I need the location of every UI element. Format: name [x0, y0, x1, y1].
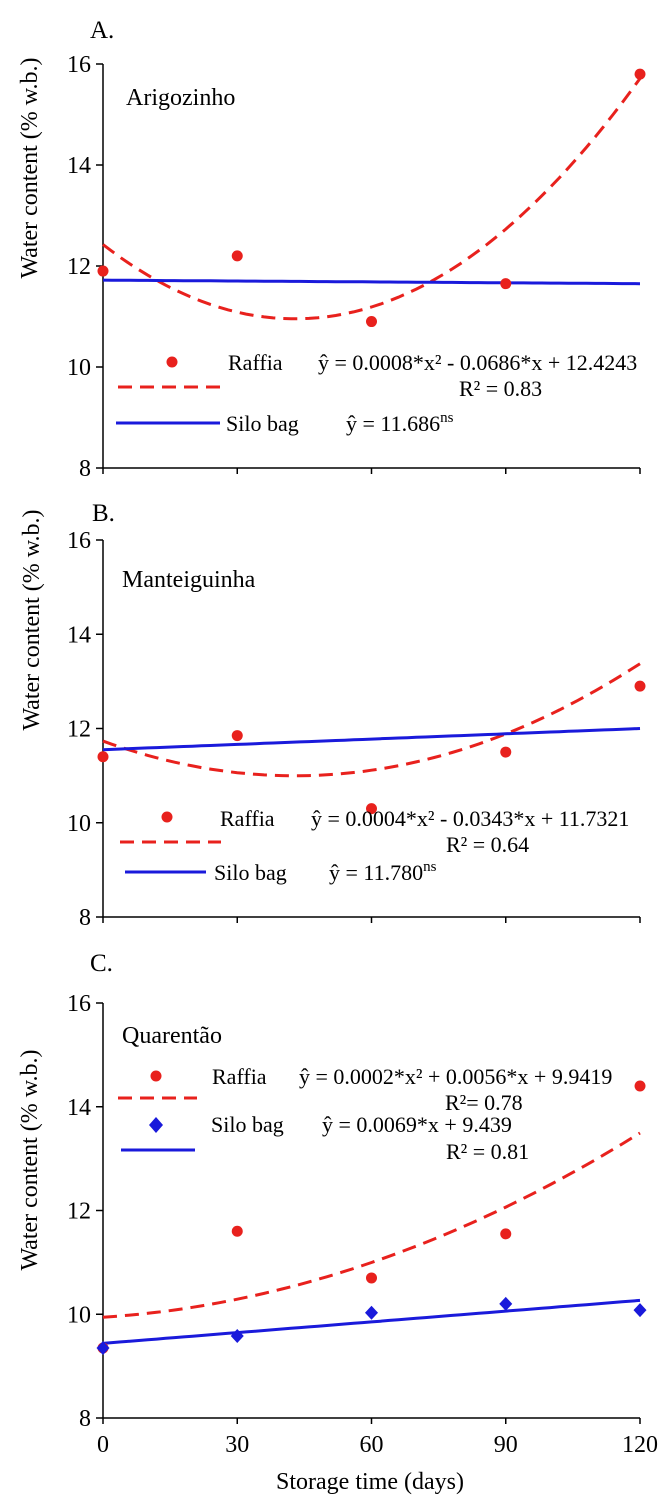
fit-lines-a — [102, 77, 642, 321]
panel-c: C. Quarentão Water content (% w.b.) 8 10 1… — [17, 950, 658, 1458]
panel-label-b: B. — [92, 500, 115, 527]
y-tick-label: 8 — [79, 1406, 91, 1432]
silo-equation-sup-b: ns — [423, 859, 437, 875]
y-tick-label: 10 — [67, 1302, 91, 1328]
legend-silo-name-c: Silo bag — [211, 1112, 284, 1137]
data-points-b — [97, 680, 646, 815]
y-tick-label: 14 — [67, 1095, 91, 1121]
raffia-data-point — [231, 730, 243, 742]
raffia-r2-b: R² = 0.64 — [446, 832, 529, 857]
fit-lines-b — [102, 662, 641, 778]
raffia-data-point — [500, 278, 512, 290]
silo-equation-a: ŷ = 11.686ns — [346, 410, 454, 436]
raffia-data-point — [366, 1272, 377, 1284]
raffia-r2-c: R²= 0.78 — [445, 1090, 523, 1115]
panel-label-a: A. — [90, 17, 114, 44]
raffia-equation-b: ŷ = 0.0004*x² - 0.0343*x + 11.7321 — [311, 806, 629, 831]
raffia-data-point — [634, 1080, 646, 1092]
silo-bag-fit-line — [102, 727, 641, 752]
y-axis-label-b: Water content (% w.b.) — [19, 509, 45, 730]
tick-labels-a: 8 10 12 14 16 — [67, 52, 91, 482]
raffia-fit-line — [102, 1131, 641, 1319]
silo-equation-c: ŷ = 0.0069*x + 9.439 — [322, 1112, 512, 1137]
raffia-data-point — [97, 751, 109, 763]
raffia-data-point — [634, 680, 646, 692]
panel-title-c: Quarentão — [122, 1023, 222, 1049]
x-tick-label: 0 — [97, 1432, 109, 1458]
y-tick-label: 8 — [79, 456, 91, 482]
y-tick-label: 8 — [79, 905, 91, 931]
legend-silo-marker-c — [149, 1117, 163, 1133]
x-tick-label: 30 — [225, 1432, 249, 1458]
legend-a: Raffia ŷ = 0.0008*x² - 0.0686*x + 12.424… — [116, 350, 637, 436]
data-points-a — [97, 68, 646, 328]
raffia-data-point — [634, 68, 646, 80]
legend-raffia-marker-b — [161, 811, 173, 823]
silo-bag-data-point — [230, 1329, 244, 1344]
raffia-equation-c: ŷ = 0.0002*x² + 0.0056*x + 9.9419 — [299, 1064, 612, 1089]
y-tick-label: 16 — [67, 991, 91, 1017]
panel-title-a: Arigozinho — [126, 85, 235, 111]
silo-bag-data-point — [365, 1305, 378, 1320]
legend-raffia-marker-a — [166, 356, 178, 368]
data-points-c — [96, 1080, 647, 1355]
raffia-r2-a: R² = 0.83 — [459, 376, 542, 401]
silo-bag-fit-line — [102, 278, 641, 286]
y-tick-label: 14 — [67, 153, 91, 179]
y-tick-label: 10 — [67, 355, 91, 381]
panel-label-c: C. — [90, 950, 113, 977]
raffia-fit-line — [102, 662, 641, 778]
axes-b — [96, 539, 641, 923]
panel-title-b: Manteiguinha — [122, 567, 256, 593]
y-axis-label-a: Water content (% w.b.) — [17, 57, 43, 278]
y-tick-label: 10 — [67, 811, 91, 837]
panel-a: A. Arigozinho Water content (% w.b.) 8 10… — [17, 17, 646, 482]
panel-b: B. Manteiguinha Water content (% w.b.) 8… — [19, 500, 646, 931]
silo-bag-data-point — [96, 1340, 110, 1355]
silo-equation-sup-a: ns — [440, 410, 454, 426]
legend-silo-name-b: Silo bag — [214, 860, 287, 885]
y-tick-label: 12 — [67, 1199, 91, 1225]
legend-raffia-name-c: Raffia — [212, 1064, 267, 1089]
raffia-data-point — [97, 265, 109, 277]
legend-c: Raffia ŷ = 0.0002*x² + 0.0056*x + 9.9419… — [118, 1064, 612, 1164]
y-tick-label: 16 — [67, 528, 91, 554]
silo-bag-data-point — [499, 1296, 513, 1311]
legend-b: Raffia ŷ = 0.0004*x² - 0.0343*x + 11.732… — [120, 806, 629, 885]
silo-equation-text-b: ŷ = 11.780 — [329, 860, 423, 885]
y-axis-label-c: Water content (% w.b.) — [17, 1049, 43, 1270]
tick-labels-c: 8 10 12 14 16 0 30 60 90 120 — [67, 991, 658, 1458]
tick-labels-b: 8 10 12 14 16 — [67, 528, 91, 931]
silo-equation-text-a: ŷ = 11.686 — [346, 411, 440, 436]
silo-equation-b: ŷ = 11.780ns — [329, 859, 437, 885]
raffia-equation-a: ŷ = 0.0008*x² - 0.0686*x + 12.4243 — [318, 350, 637, 375]
raffia-fit-line — [102, 77, 642, 321]
silo-r2-c: R² = 0.81 — [446, 1139, 529, 1164]
raffia-data-point — [231, 250, 243, 262]
x-tick-label: 60 — [360, 1432, 384, 1458]
y-tick-label: 16 — [67, 52, 91, 78]
raffia-data-point — [231, 1225, 243, 1237]
legend-raffia-name-a: Raffia — [228, 350, 283, 375]
raffia-data-point — [366, 316, 377, 328]
x-tick-label: 120 — [622, 1432, 658, 1458]
raffia-data-point — [500, 746, 512, 758]
raffia-data-point — [366, 803, 377, 815]
silo-bag-data-point — [633, 1303, 647, 1318]
legend-raffia-name-b: Raffia — [220, 806, 275, 831]
x-axis-label: Storage time (days) — [276, 1469, 464, 1495]
y-tick-label: 12 — [67, 717, 91, 743]
legend-silo-name-a: Silo bag — [226, 411, 299, 436]
silo-bag-fit-line — [102, 1298, 641, 1345]
x-tick-label: 90 — [494, 1432, 518, 1458]
raffia-data-point — [500, 1228, 512, 1240]
y-tick-label: 12 — [67, 254, 91, 280]
legend-raffia-marker-c — [150, 1070, 162, 1082]
fit-lines-c — [102, 1131, 641, 1345]
y-tick-label: 14 — [67, 622, 91, 648]
